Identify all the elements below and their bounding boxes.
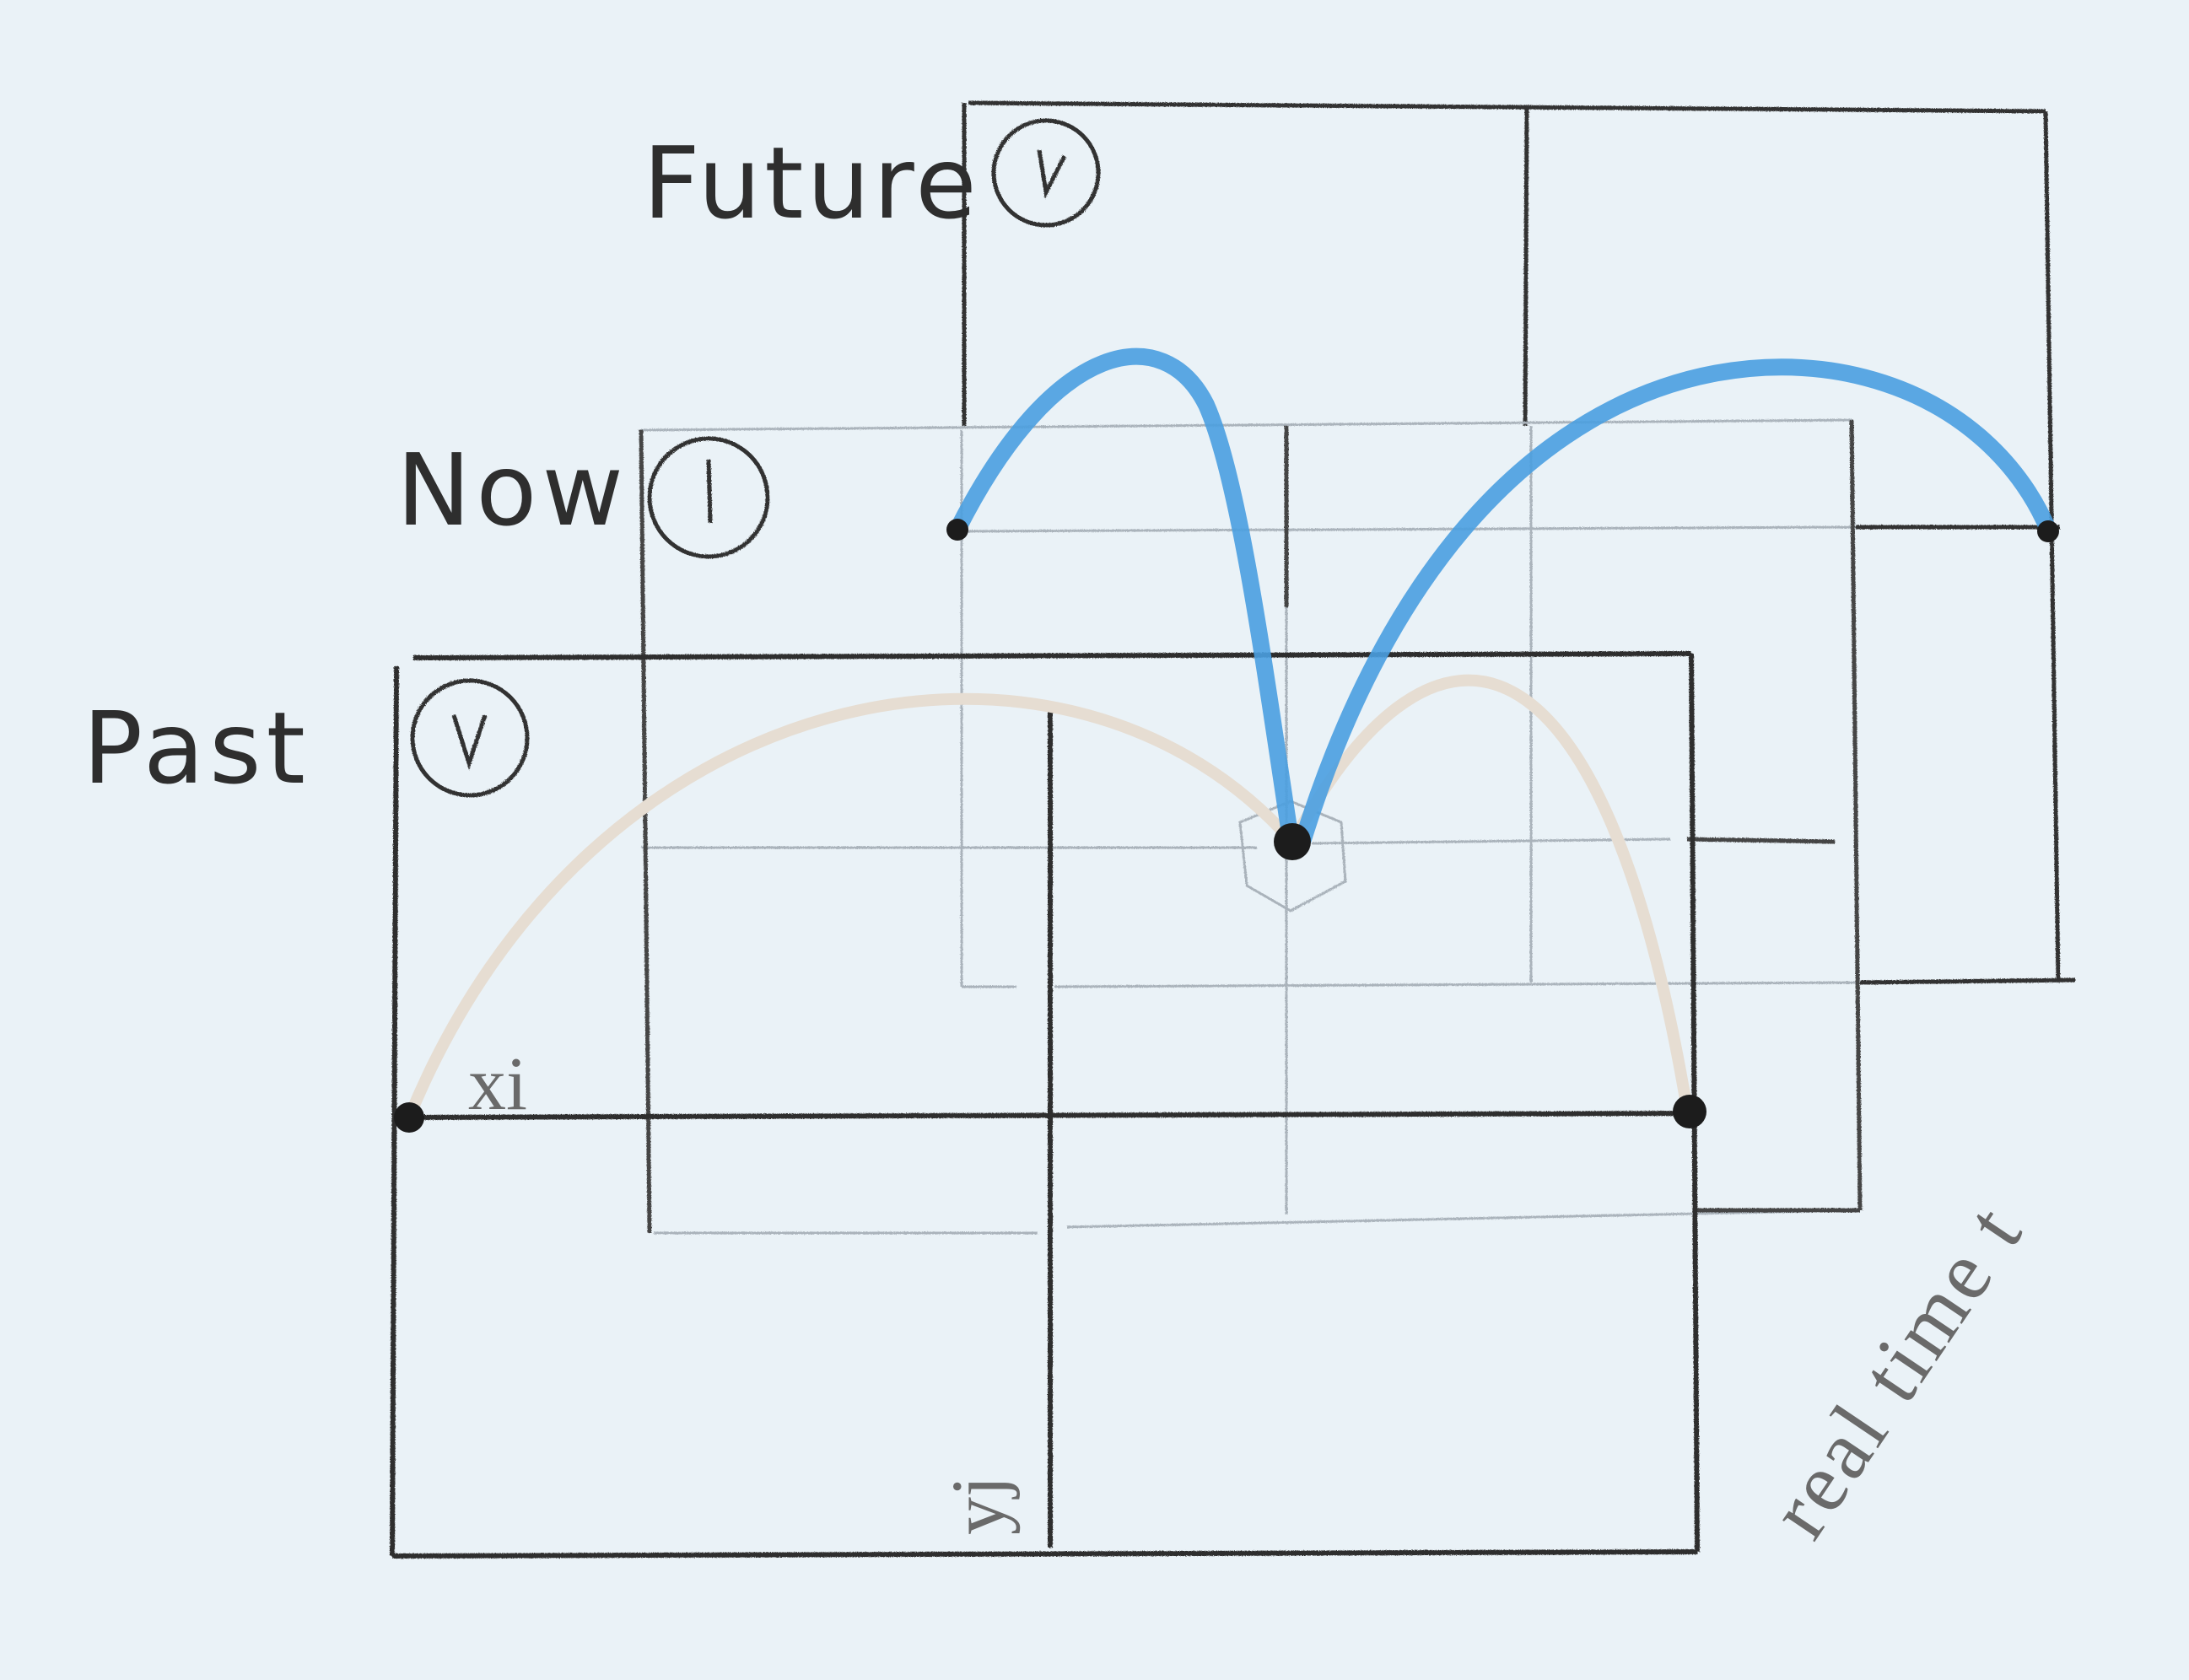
yj-label: yj bbox=[937, 1476, 1021, 1535]
event-point-now-right bbox=[2037, 520, 2059, 542]
blue-arc-right bbox=[1295, 358, 2057, 848]
event-point-xi bbox=[394, 1102, 424, 1133]
event-point-now-center bbox=[1274, 823, 1311, 860]
clock-icon bbox=[647, 436, 770, 559]
now-label: Now bbox=[396, 432, 628, 548]
now-layer-frame bbox=[639, 419, 1863, 1234]
clock-icon bbox=[410, 678, 530, 798]
clock-icon bbox=[991, 118, 1101, 228]
event-points bbox=[394, 519, 2059, 1133]
future-layer-grid bbox=[962, 100, 2076, 985]
xi-label: xi bbox=[468, 1042, 527, 1126]
past-label: Past bbox=[83, 690, 310, 806]
event-marker-outline bbox=[1238, 800, 1347, 913]
blue-arc-left bbox=[949, 347, 1299, 848]
future-label: Future bbox=[643, 125, 980, 241]
beige-arc-long bbox=[403, 692, 1288, 1123]
event-point-now-left bbox=[946, 519, 968, 541]
event-point-past-right bbox=[1673, 1095, 1706, 1128]
beige-arc-short bbox=[1293, 674, 1693, 1115]
